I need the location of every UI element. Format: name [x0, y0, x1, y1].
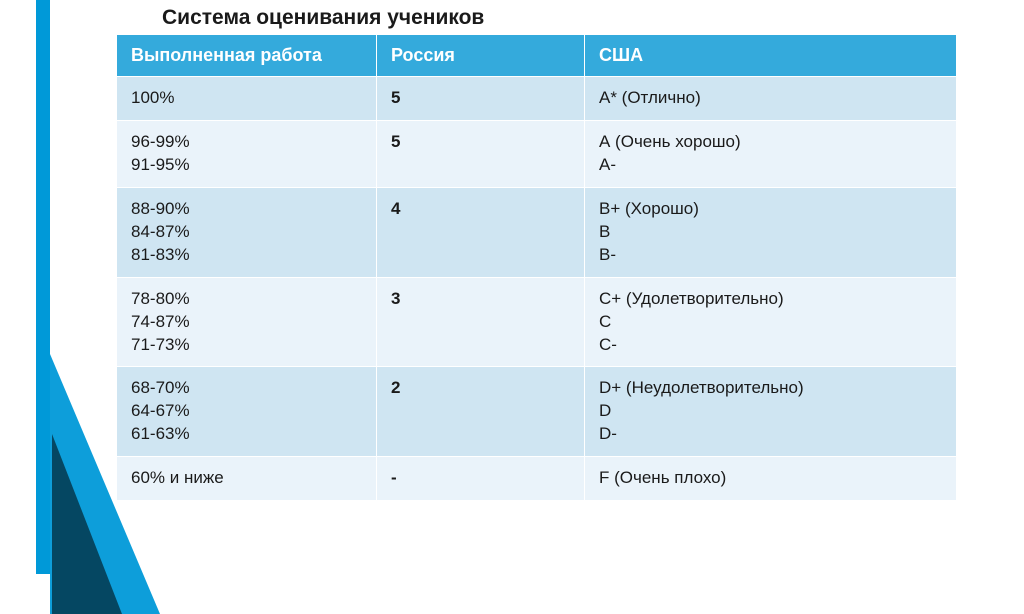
- accent-bar: [36, 0, 50, 574]
- cell-usa: F (Очень плохо): [585, 457, 957, 501]
- cell-work: 78-80% 74-87% 71-73%: [117, 277, 377, 367]
- cell-line: F (Очень плохо): [599, 467, 942, 490]
- cell-usa: А (Очень хорошо) А-: [585, 120, 957, 187]
- table-row: 100% 5 А* (Отлично): [117, 77, 957, 121]
- cell-line: D: [599, 400, 942, 423]
- page-title: Система оценивания учеников: [162, 6, 484, 30]
- cell-line: 100%: [131, 87, 362, 110]
- col-header-work: Выполненная работа: [117, 35, 377, 77]
- cell-line: С: [599, 311, 942, 334]
- cell-work: 96-99% 91-95%: [117, 120, 377, 187]
- cell-line: D+ (Неудолетворительно): [599, 377, 942, 400]
- cell-russia: 2: [377, 367, 585, 457]
- cell-russia: 5: [377, 120, 585, 187]
- accent-triangle-dark: [52, 434, 122, 614]
- cell-work: 88-90% 84-87% 81-83%: [117, 187, 377, 277]
- cell-line: С-: [599, 334, 942, 357]
- cell-russia: 3: [377, 277, 585, 367]
- table-row: 68-70% 64-67% 61-63% 2 D+ (Неудолетворит…: [117, 367, 957, 457]
- cell-russia: 4: [377, 187, 585, 277]
- cell-work: 100%: [117, 77, 377, 121]
- cell-line: 74-87%: [131, 311, 362, 334]
- cell-line: 61-63%: [131, 423, 362, 446]
- cell-russia: -: [377, 457, 585, 501]
- cell-line: 78-80%: [131, 288, 362, 311]
- cell-line: 96-99%: [131, 131, 362, 154]
- cell-line: А-: [599, 154, 942, 177]
- cell-usa: С+ (Удолетворительно) С С-: [585, 277, 957, 367]
- cell-usa: В+ (Хорошо) В В-: [585, 187, 957, 277]
- table-header-row: Выполненная работа Россия США: [117, 35, 957, 77]
- table-row: 96-99% 91-95% 5 А (Очень хорошо) А-: [117, 120, 957, 187]
- cell-usa: D+ (Неудолетворительно) D D-: [585, 367, 957, 457]
- cell-line: А (Очень хорошо): [599, 131, 942, 154]
- cell-line: В-: [599, 244, 942, 267]
- cell-line: D-: [599, 423, 942, 446]
- cell-line: 81-83%: [131, 244, 362, 267]
- cell-usa: А* (Отлично): [585, 77, 957, 121]
- table-row: 60% и ниже - F (Очень плохо): [117, 457, 957, 501]
- cell-line: 84-87%: [131, 221, 362, 244]
- cell-line: 60% и ниже: [131, 467, 362, 490]
- cell-line: В: [599, 221, 942, 244]
- cell-line: 64-67%: [131, 400, 362, 423]
- cell-line: 91-95%: [131, 154, 362, 177]
- cell-line: 88-90%: [131, 198, 362, 221]
- col-header-russia: Россия: [377, 35, 585, 77]
- table-row: 88-90% 84-87% 81-83% 4 В+ (Хорошо) В В-: [117, 187, 957, 277]
- table-row: 78-80% 74-87% 71-73% 3 С+ (Удолетворител…: [117, 277, 957, 367]
- cell-line: 71-73%: [131, 334, 362, 357]
- cell-line: В+ (Хорошо): [599, 198, 942, 221]
- cell-line: А* (Отлично): [599, 87, 942, 110]
- cell-work: 68-70% 64-67% 61-63%: [117, 367, 377, 457]
- cell-russia: 5: [377, 77, 585, 121]
- cell-work: 60% и ниже: [117, 457, 377, 501]
- cell-line: С+ (Удолетворительно): [599, 288, 942, 311]
- cell-line: 68-70%: [131, 377, 362, 400]
- col-header-usa: США: [585, 35, 957, 77]
- grading-table: Выполненная работа Россия США 100% 5 А* …: [116, 34, 957, 501]
